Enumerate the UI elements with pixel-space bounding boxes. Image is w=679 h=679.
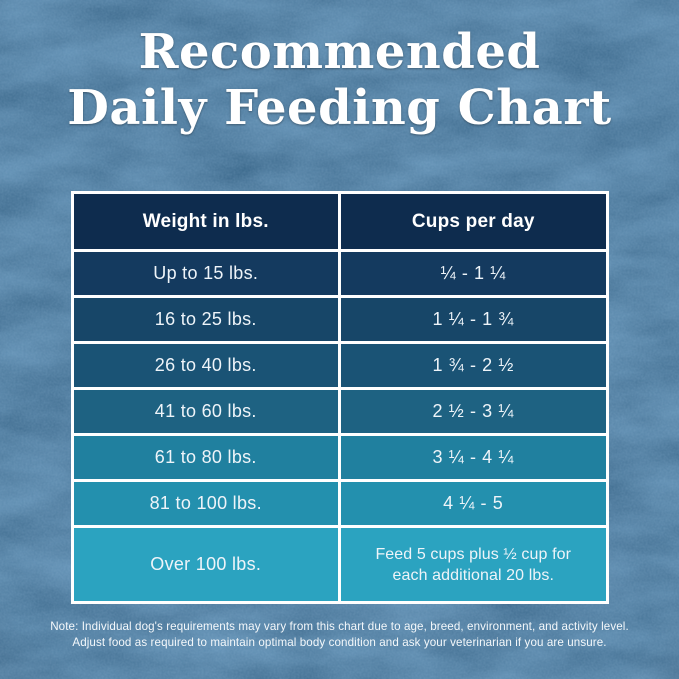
table-row: Up to 15 lbs. ¼ - 1 ¼ [70, 249, 609, 299]
page-title-line2: Daily Feeding Chart [67, 80, 612, 136]
cups-cell: ¼ - 1 ¼ [338, 249, 609, 299]
table-row: 16 to 25 lbs. 1 ¼ - 1 ¾ [70, 295, 609, 345]
table-row: 81 to 100 lbs. 4 ¼ - 5 [70, 479, 609, 529]
weight-column-header: Weight in lbs. [70, 191, 341, 253]
cups-column-header: Cups per day [338, 191, 609, 253]
weight-cell: 81 to 100 lbs. [70, 479, 341, 529]
cups-cell: 1 ¾ - 2 ½ [338, 341, 609, 391]
cups-cell: 3 ¼ - 4 ¼ [338, 433, 609, 483]
footnote-line1: Note: Individual dog's requirements may … [50, 620, 629, 634]
footnote-line2: Adjust food as required to maintain opti… [72, 635, 607, 649]
header-row: Weight in lbs. Cups per day [70, 191, 609, 253]
table-row: 61 to 80 lbs. 3 ¼ - 4 ¼ [70, 433, 609, 483]
weight-cell: 26 to 40 lbs. [70, 341, 341, 391]
feeding-table-header: Weight in lbs. Cups per day [70, 191, 609, 253]
cups-cell: 2 ½ - 3 ¼ [338, 387, 609, 437]
feeding-table: Weight in lbs. Cups per day Up to 15 lbs… [70, 191, 609, 605]
table-row: 41 to 60 lbs. 2 ½ - 3 ¼ [70, 387, 609, 437]
feeding-table-body: Up to 15 lbs. ¼ - 1 ¼ 16 to 25 lbs. 1 ¼ … [70, 249, 609, 605]
weight-cell: 41 to 60 lbs. [70, 387, 341, 437]
weight-cell: 16 to 25 lbs. [70, 295, 341, 345]
table-row: Over 100 lbs. Feed 5 cups plus ½ cup for… [70, 525, 609, 605]
weight-cell: 61 to 80 lbs. [70, 433, 341, 483]
page-title: Recommended Daily Feeding Chart [67, 24, 611, 136]
cups-cell: 1 ¼ - 1 ¾ [338, 295, 609, 345]
table-row: 26 to 40 lbs. 1 ¾ - 2 ½ [70, 341, 609, 391]
footnote: Note: Individual dog's requirements may … [40, 619, 640, 650]
page-title-line1: Recommended [138, 24, 541, 80]
weight-cell: Up to 15 lbs. [70, 249, 341, 299]
cups-cell: Feed 5 cups plus ½ cup for each addition… [338, 525, 609, 605]
weight-cell: Over 100 lbs. [70, 525, 341, 605]
cups-cell: 4 ¼ - 5 [338, 479, 609, 529]
